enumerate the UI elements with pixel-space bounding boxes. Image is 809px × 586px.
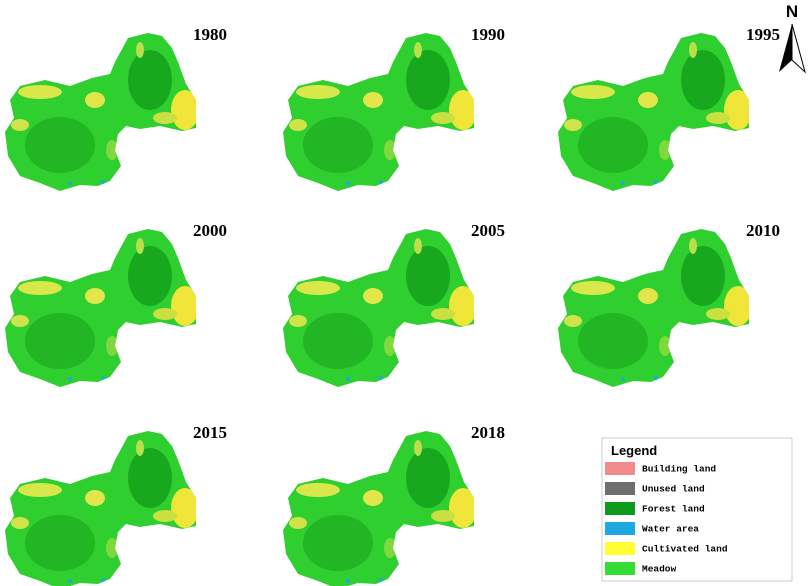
year-label: 2010 [746, 221, 780, 240]
legend-label: Cultivated land [642, 544, 728, 555]
land-use-map [553, 0, 753, 200]
legend-swatch [605, 482, 635, 495]
legend-swatch [605, 502, 635, 515]
land-use-map [553, 196, 753, 396]
legend-label: Meadow [642, 564, 677, 575]
legend-label: Building land [642, 464, 716, 475]
year-label: 1980 [193, 25, 227, 44]
legend-label: Water area [642, 524, 699, 535]
year-label: 2018 [471, 423, 505, 442]
legend-swatch [605, 462, 635, 475]
legend-swatch [605, 562, 635, 575]
year-label: 2015 [193, 423, 227, 442]
legend-title: Legend [611, 443, 657, 458]
land-use-map [0, 398, 200, 586]
land-use-map [0, 0, 200, 200]
year-label: 2005 [471, 221, 505, 240]
year-label: 2000 [193, 221, 227, 240]
land-use-map [278, 398, 478, 586]
legend-label: Unused land [642, 484, 705, 495]
land-use-map [0, 196, 200, 396]
legend-swatch [605, 522, 635, 535]
year-label: 1990 [471, 25, 505, 44]
north-label: N [786, 2, 798, 21]
land-use-map [278, 196, 478, 396]
north-arrow: N [779, 2, 806, 74]
year-label: 1995 [746, 25, 780, 44]
legend-swatch [605, 542, 635, 555]
land-use-map [278, 0, 478, 200]
legend-label: Forest land [642, 504, 705, 515]
